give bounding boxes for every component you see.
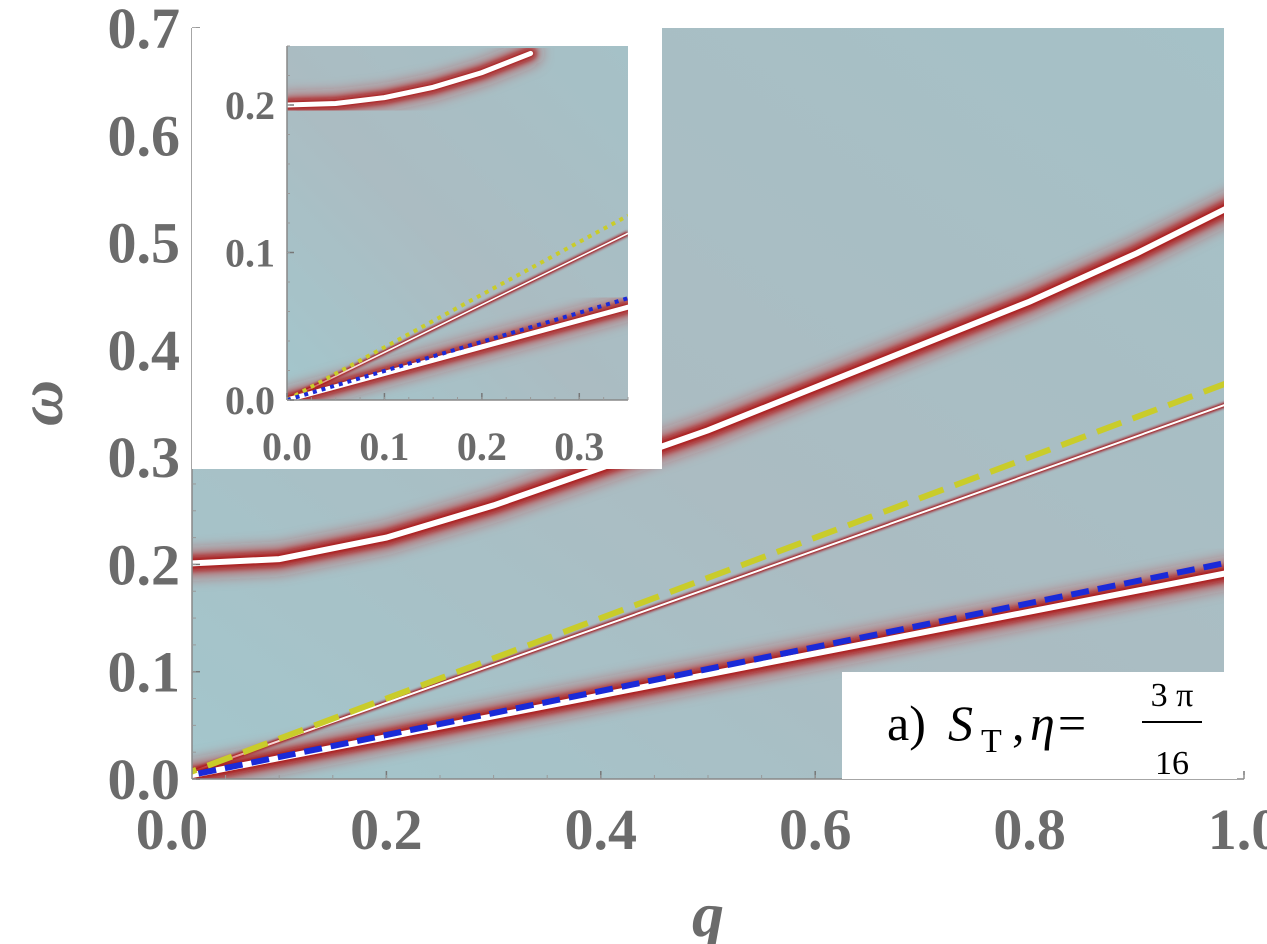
y-tick-label: 0.1 [225,231,275,276]
y-tick-label: 0.0 [225,378,275,423]
branch-core [192,206,1224,567]
y-tick-label: 0.6 [108,103,181,168]
inset-lower-branch [287,297,628,400]
annotation-denominator: 16 [1155,745,1189,782]
branch-core [192,570,1224,779]
branch-core [287,232,628,400]
annotation-panel-tag: a) [887,695,926,751]
y-tick-label: 0.2 [225,83,275,128]
y-axis-label: ω [5,380,76,426]
x-tick-label: 0.2 [457,424,507,469]
x-tick-label: 1.0 [1208,797,1267,862]
x-tick-label: 0.2 [350,797,423,862]
annotation-numerator: 3 π [1151,677,1194,714]
y-tick-label: 0.4 [108,318,181,383]
x-tick-label: 0.4 [565,797,638,862]
y-tick-label: 0.0 [108,747,181,812]
guide-line [192,381,1224,775]
x-tick-label: 0.1 [359,424,409,469]
annotation-background [842,672,1237,779]
main-upper-branch [192,195,1224,577]
annotation-box: a) S T , η= 3 π 16 [842,672,1237,782]
annotation-symbol: S [948,695,973,751]
x-tick-label: 0.0 [136,797,209,862]
x-tick-label: 0.3 [554,424,604,469]
x-tick-label: 0.8 [993,797,1066,862]
branch-core [287,50,534,108]
inset-yellow-guide [287,213,628,400]
y-tick-label: 0.2 [108,532,181,597]
x-tick-label: 0.6 [779,797,852,862]
y-tick-label: 0.1 [108,640,181,705]
x-tick-label: 0.0 [262,424,312,469]
main-blue-guide [192,560,1224,778]
y-tick-label: 0.5 [108,211,181,276]
inset-upper-branch [287,46,541,115]
y-tick-label: 0.3 [108,425,181,490]
branch-core [287,304,628,400]
main-yellow-guide [192,381,1224,775]
main-middle-branch [192,402,1224,775]
inset-plot: 0.0 0.1 0.2 0.3 0.0 0.1 0.2 [192,28,662,469]
x-axis-label: q [692,879,724,944]
annotation-subscript: T [981,723,1002,760]
main-lower-branch [192,560,1224,779]
y-tick-label: 0.7 [108,0,181,61]
guide-line [192,560,1224,778]
annotation-param: η= [1030,695,1089,751]
main-plot: 0.0 0.2 0.4 0.6 0.8 1.00.00.10.20.30.40.50.60… [5,0,1267,944]
annotation-comma: , [1012,695,1025,751]
branch-core [192,404,1224,773]
inset-middle-branch [287,231,628,400]
guide-line [287,213,628,400]
